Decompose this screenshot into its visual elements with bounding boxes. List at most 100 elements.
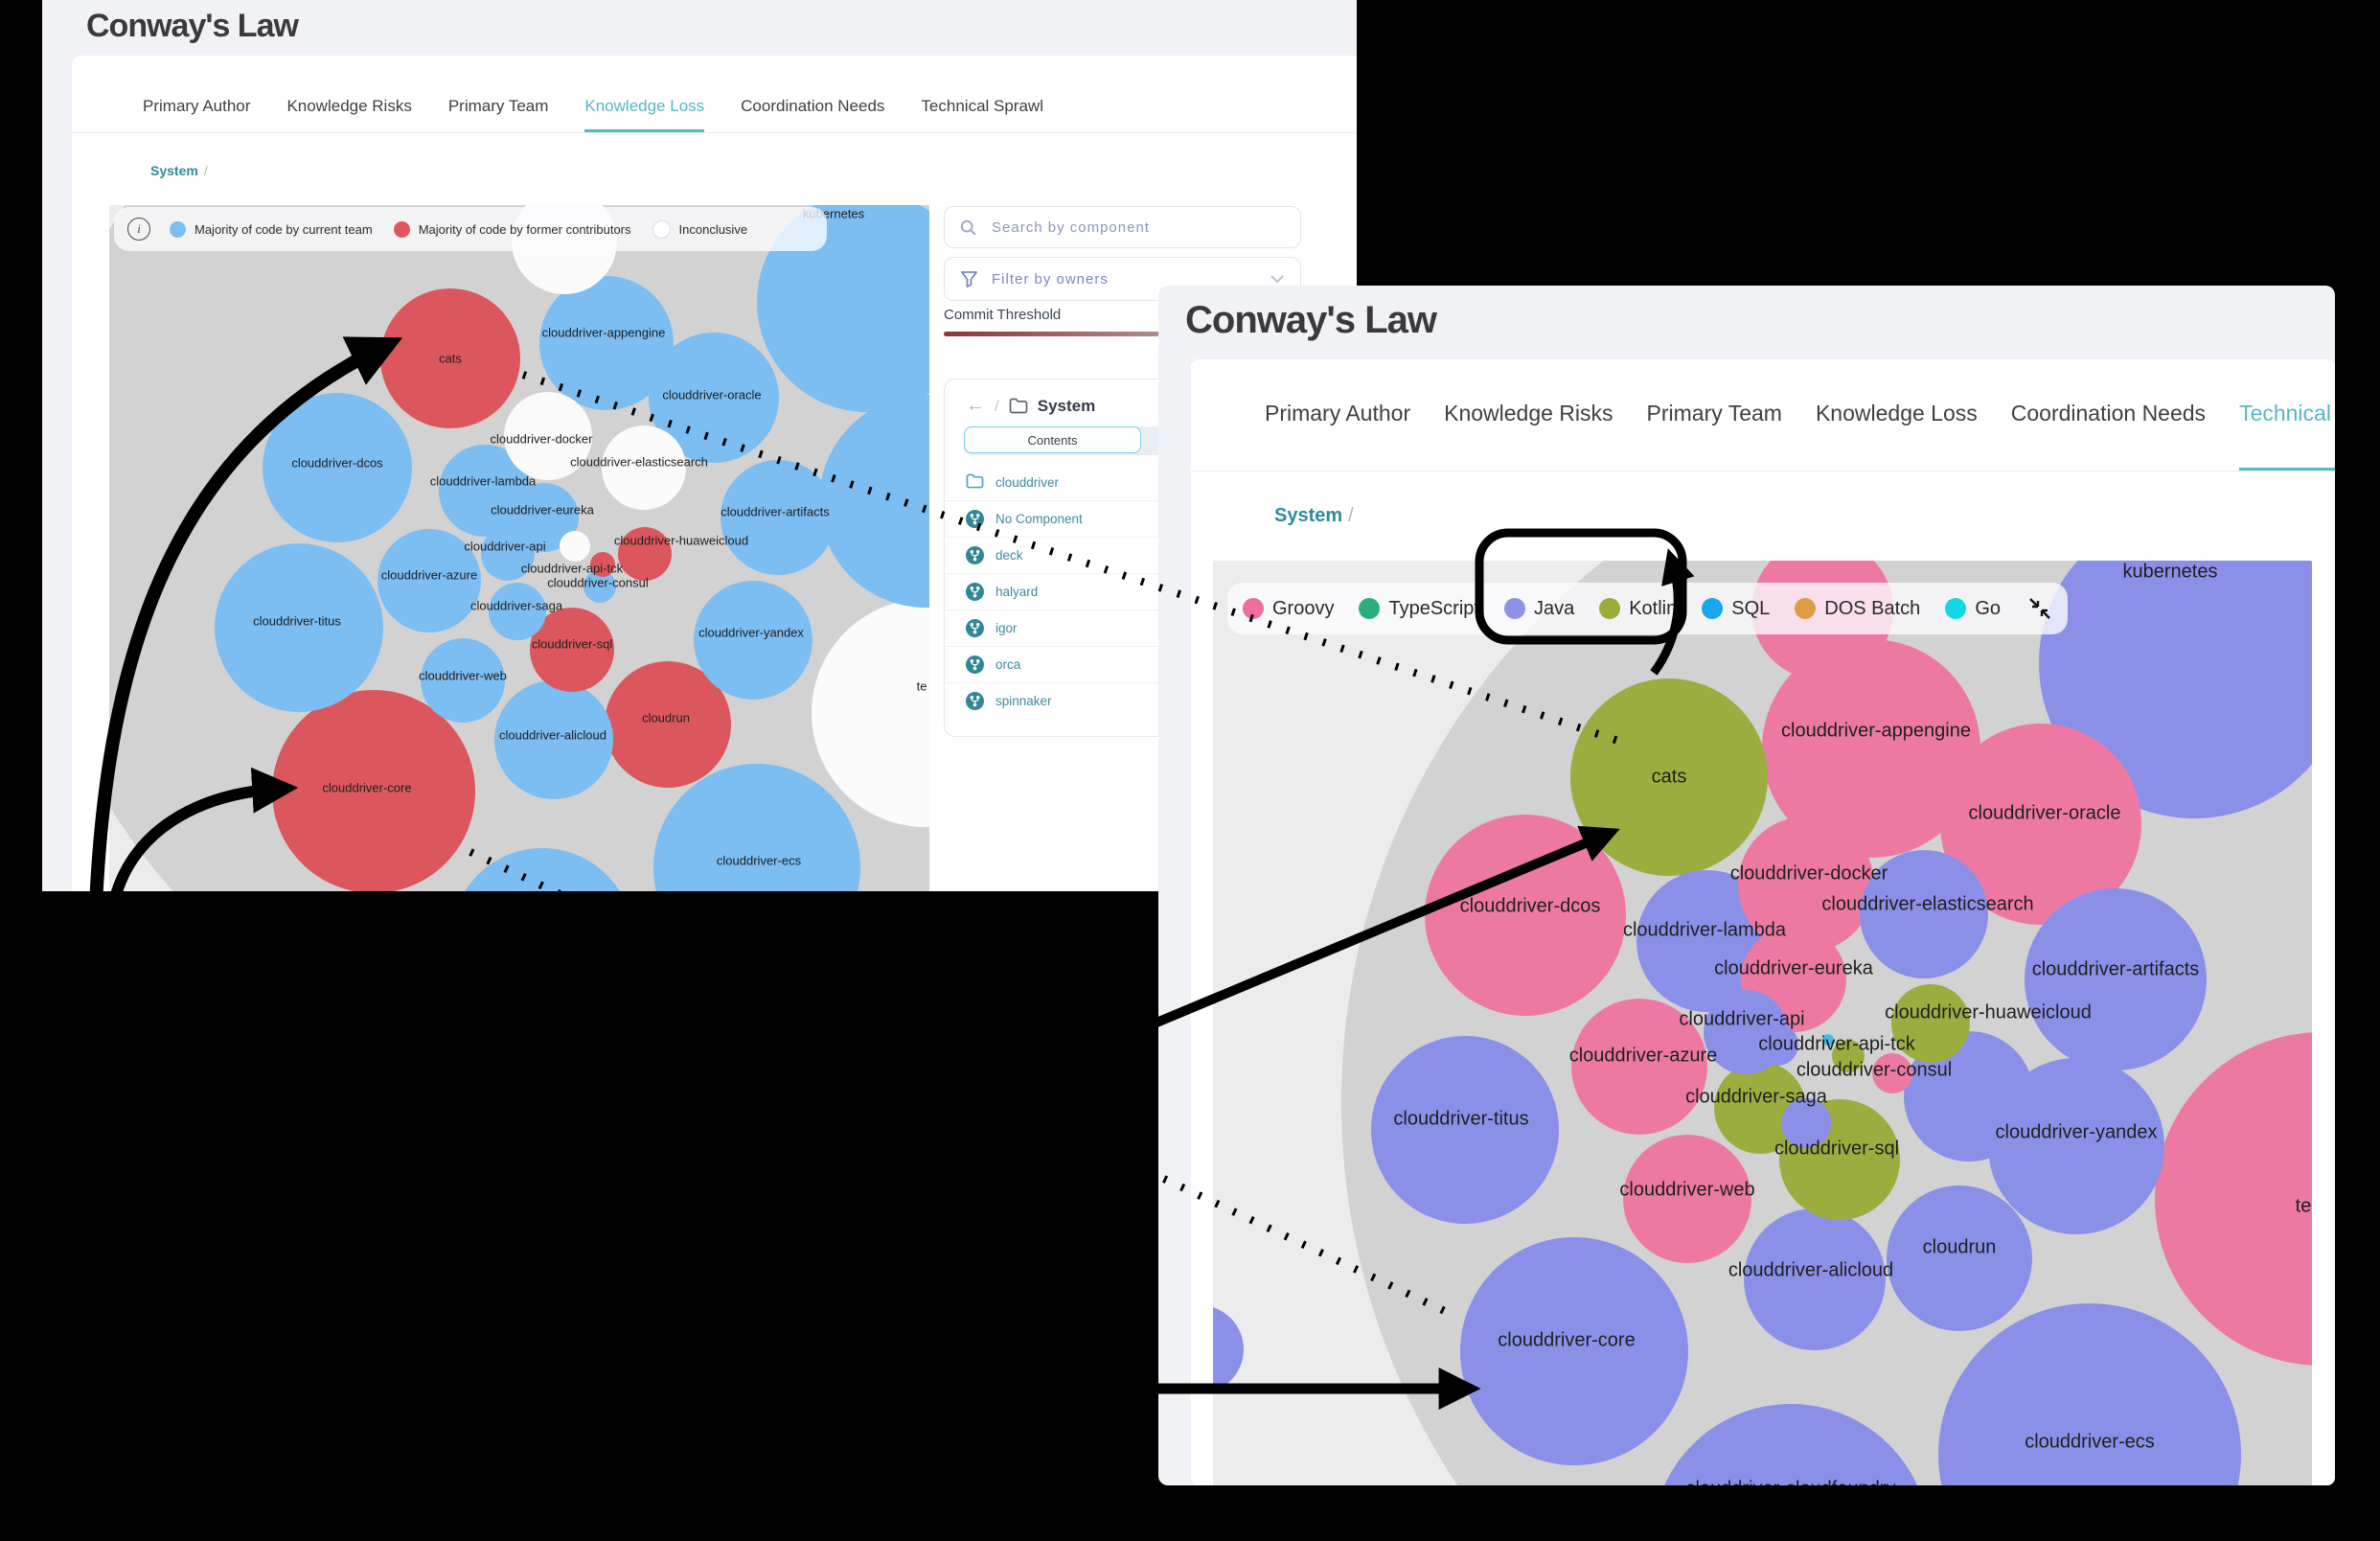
legend-color-dot xyxy=(170,220,186,238)
bubble-clouddriver-dcos[interactable] xyxy=(263,393,412,542)
branch-icon xyxy=(966,619,984,637)
legend-label: SQL xyxy=(1731,597,1771,619)
bubble-clouddriver-docker[interactable] xyxy=(504,392,592,480)
knowledge-loss-bubble-chart: te kubernetes clouddriver-ecs clouddriver-c… xyxy=(109,205,929,891)
tree-item-label: No Component xyxy=(995,512,1083,526)
branch-icon xyxy=(966,583,984,601)
legend-color-dot xyxy=(1945,598,1967,619)
bubble[interactable] xyxy=(560,531,590,562)
bubble-clouddriver-azure[interactable] xyxy=(378,529,481,632)
legend-label: Groovy xyxy=(1272,597,1335,619)
legend-item: Majority of code by current team xyxy=(170,220,373,239)
breadcrumb-separator: / xyxy=(203,163,208,178)
page-title: Conway's Law xyxy=(1185,299,1437,341)
tab[interactable]: Technical Sprawl xyxy=(2239,359,2335,471)
tab[interactable]: Technical Sprawl xyxy=(921,96,1043,115)
bubble-clouddriver-api[interactable] xyxy=(481,527,535,581)
breadcrumb-root[interactable]: System xyxy=(150,163,198,178)
bubble-clouddriver-core[interactable] xyxy=(1460,1237,1688,1465)
legend-label: Go xyxy=(1975,597,2001,619)
tree-item-label: orca xyxy=(995,657,1021,672)
bubble-cloudrun[interactable] xyxy=(1887,1185,2032,1331)
tree-item-label: deck xyxy=(995,548,1023,563)
branch-icon xyxy=(966,692,984,710)
bubble[interactable] xyxy=(1756,1024,1798,1066)
info-icon[interactable]: i xyxy=(127,218,150,241)
legend-label: DOS Batch xyxy=(1824,597,1921,619)
collapse-icon[interactable] xyxy=(2027,596,2052,621)
breadcrumb: System / xyxy=(1274,505,1354,527)
branch-icon xyxy=(966,656,984,674)
tab[interactable]: Primary Author xyxy=(143,96,251,115)
legend-item: DOS Batch xyxy=(1795,598,1920,620)
bubble-clouddriver-titus[interactable] xyxy=(215,543,383,712)
legend-label: Majority of code by former contributors xyxy=(418,221,631,237)
breadcrumb: System / xyxy=(150,163,208,178)
tab[interactable]: Knowledge Loss xyxy=(584,82,705,132)
bubble-clouddriver-core[interactable] xyxy=(272,690,475,891)
bubble-clouddriver-web[interactable] xyxy=(1623,1135,1751,1263)
search-input[interactable] xyxy=(990,218,1285,237)
tab-contents[interactable]: Contents xyxy=(964,426,1141,453)
bubble-clouddriver-huaweicloud[interactable] xyxy=(1891,984,1970,1063)
bubble-clouddriver-saga[interactable] xyxy=(489,583,546,640)
bubble-clouddriver-alicloud[interactable] xyxy=(494,680,613,799)
bubble-clouddriver-web[interactable] xyxy=(421,638,505,723)
funnel-icon xyxy=(961,270,977,288)
tree-item-label: igor xyxy=(995,621,1018,635)
bubble-clouddriver-dcos[interactable] xyxy=(1425,815,1626,1016)
bubble-clouddriver-artifacts[interactable] xyxy=(721,460,835,575)
tab[interactable]: Knowledge Loss xyxy=(1815,401,1978,426)
back-arrow-icon[interactable]: ← xyxy=(966,395,985,416)
legend-item: Inconclusive xyxy=(652,219,748,239)
legend-color-dot xyxy=(1599,598,1621,619)
tab[interactable]: Knowledge Risks xyxy=(1444,401,1613,426)
branch-icon xyxy=(966,510,984,528)
bubble-clouddriver-artifacts[interactable] xyxy=(2025,888,2207,1070)
filter-label: Filter by owners xyxy=(992,270,1109,288)
bubble-clouddriver-consul[interactable] xyxy=(1872,1053,1912,1093)
commit-threshold-label: Commit Threshold xyxy=(944,307,1062,323)
bubble-clouddriver-titus[interactable] xyxy=(1371,1036,1559,1224)
breadcrumb-root[interactable]: System xyxy=(1274,505,1343,526)
legend-label: TypeScript xyxy=(1388,597,1479,619)
bubble-clouddriver-api-tck[interactable] xyxy=(590,552,615,577)
bubble-cats[interactable] xyxy=(380,288,520,428)
legend-color-dot xyxy=(1243,598,1264,619)
legend-label: Kotlin xyxy=(1629,597,1678,619)
tab[interactable]: Primary Team xyxy=(1646,401,1782,426)
legend-item: Go xyxy=(1945,598,2001,620)
search-box[interactable] xyxy=(944,206,1301,248)
page-title: Conway's Law xyxy=(86,8,299,44)
tab[interactable]: Primary Team xyxy=(447,96,549,115)
breadcrumb-separator: / xyxy=(1348,505,1354,526)
tab-bar: Primary Author Knowledge Risks Primary Tea… xyxy=(1191,359,2335,472)
tree-root-label: System xyxy=(1037,396,1096,415)
tab[interactable]: Coordination Needs xyxy=(2010,401,2207,426)
folder-icon xyxy=(1009,398,1028,414)
chart-legend: i Majority of code by current team Major… xyxy=(114,207,827,251)
legend-color-dot xyxy=(1359,598,1381,619)
bubble[interactable] xyxy=(1822,1034,1834,1046)
tab[interactable]: Primary Author xyxy=(1265,401,1411,426)
bubble-clouddriver-azure[interactable] xyxy=(1571,999,1707,1135)
bubble-clouddriver-alicloud[interactable] xyxy=(1744,1208,1886,1350)
legend-label: Majority of code by current team xyxy=(195,221,373,237)
bubble-clouddriver-elasticsearch[interactable] xyxy=(602,426,686,510)
bubble-clouddriver-elasticsearch[interactable] xyxy=(1860,850,1988,978)
bubble-clouddriver-yandex[interactable] xyxy=(694,581,812,700)
main-card: Primary Author Knowledge Risks Primary Tea… xyxy=(1191,359,2335,1485)
bubble[interactable] xyxy=(1781,1098,1831,1148)
tab[interactable]: Knowledge Risks xyxy=(286,96,412,115)
technical-sprawl-bubble-chart: te kubernetes clouddriver-ecs clouddriver-c… xyxy=(1213,561,2312,1485)
legend-color-dot xyxy=(1702,598,1724,619)
bubble-cats[interactable] xyxy=(1570,678,1768,876)
bubble-clouddriver-huaweicloud[interactable] xyxy=(618,527,672,581)
tab[interactable]: Coordination Needs xyxy=(741,96,885,115)
commit-threshold-slider[interactable] xyxy=(944,332,1299,336)
legend-label: Inconclusive xyxy=(678,221,748,237)
tree-separator: / xyxy=(995,396,999,415)
bubble[interactable] xyxy=(1213,1305,1244,1393)
bubble-clouddriver-api-tck[interactable] xyxy=(1832,1040,1865,1072)
